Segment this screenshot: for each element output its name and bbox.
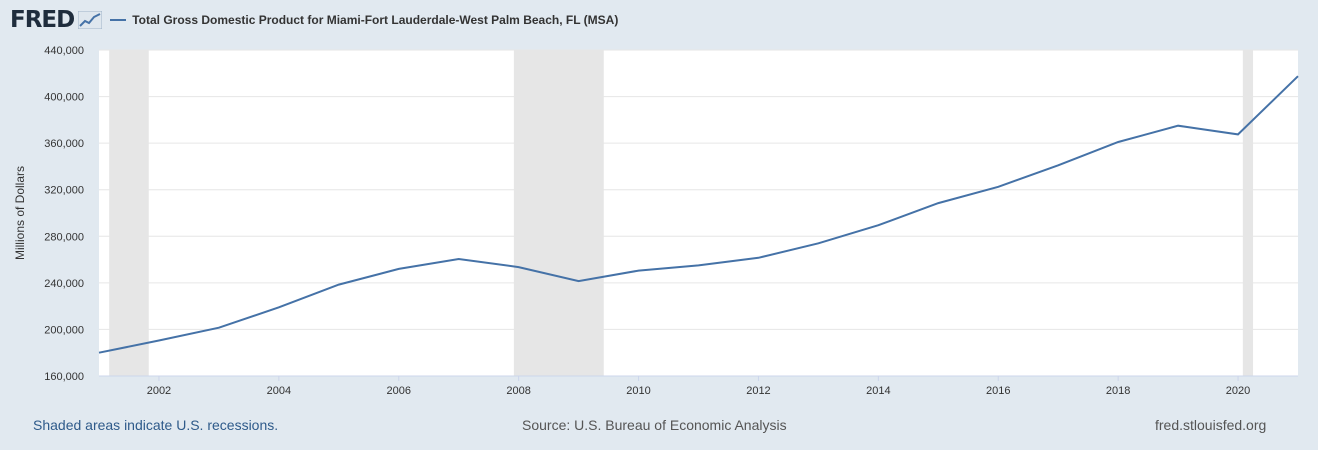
recession-band-2 xyxy=(513,50,604,376)
legend-line-swatch xyxy=(110,19,127,21)
x-tick-label: 2014 xyxy=(866,385,890,397)
fred-logo[interactable]: FRED xyxy=(10,7,75,33)
recession-note: Shaded areas indicate U.S. recessions. xyxy=(33,417,279,433)
y-tick-label: 280,000 xyxy=(44,231,84,243)
source-note: Source: U.S. Bureau of Economic Analysis xyxy=(522,417,787,433)
x-tick-label: 2018 xyxy=(1106,385,1130,397)
x-tick-label: 2008 xyxy=(506,385,530,397)
y-tick-label: 360,000 xyxy=(44,138,84,150)
plot-background xyxy=(99,50,1298,376)
x-tick-label: 2012 xyxy=(746,385,770,397)
x-tick-label: 2006 xyxy=(387,385,411,397)
x-tick-label: 2020 xyxy=(1226,385,1250,397)
recession-band-1 xyxy=(109,50,149,376)
legend-label: Total Gross Domestic Product for Miami-F… xyxy=(132,13,619,27)
x-tick-label: 2002 xyxy=(147,385,171,397)
y-axis-title: Millions of Dollars xyxy=(13,166,27,260)
y-tick-label: 400,000 xyxy=(44,92,84,104)
recession-shading xyxy=(109,50,1254,376)
y-tick-label: 320,000 xyxy=(44,185,84,197)
y-tick-label: 440,000 xyxy=(44,45,84,57)
x-tick-label: 2004 xyxy=(267,385,291,397)
y-tick-label: 160,000 xyxy=(44,371,84,383)
recession-band-3 xyxy=(1242,50,1254,376)
y-tick-label: 240,000 xyxy=(44,278,84,290)
x-tick-label: 2010 xyxy=(626,385,650,397)
y-axis-ticks: 160,000 200,000 240,000 280,000 320,000 360,0… xyxy=(44,45,84,383)
x-tick-label: 2016 xyxy=(986,385,1010,397)
x-axis-ticks: 2002 2004 2006 2008 2010 2012 2014 2016 2018 2020 xyxy=(147,376,1250,397)
graph-icon xyxy=(78,11,103,29)
gridlines xyxy=(99,49,1298,330)
y-tick-label: 200,000 xyxy=(44,324,84,336)
fred-link[interactable]: fred.stlouisfed.org xyxy=(1155,417,1267,433)
chart-header: FRED Total Gross Domestic Product for Mi… xyxy=(10,6,618,34)
legend[interactable]: Total Gross Domestic Product for Miami-F… xyxy=(110,13,618,27)
series-line[interactable] xyxy=(98,75,1299,354)
